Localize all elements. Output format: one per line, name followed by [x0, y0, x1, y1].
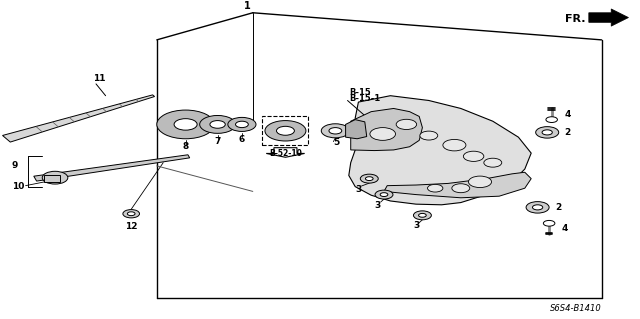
Circle shape — [228, 117, 256, 131]
Circle shape — [542, 130, 552, 135]
Text: 4: 4 — [564, 110, 571, 119]
Text: 3: 3 — [413, 221, 419, 230]
Circle shape — [210, 121, 225, 128]
Text: 8: 8 — [182, 142, 189, 151]
Circle shape — [428, 184, 443, 192]
Circle shape — [546, 117, 557, 122]
Text: B-52-10: B-52-10 — [269, 149, 302, 158]
Circle shape — [157, 110, 214, 139]
Circle shape — [360, 174, 378, 183]
Polygon shape — [384, 172, 531, 198]
Circle shape — [329, 128, 342, 134]
Circle shape — [370, 128, 396, 140]
Circle shape — [380, 193, 388, 197]
Circle shape — [526, 202, 549, 213]
Circle shape — [42, 171, 68, 184]
Polygon shape — [589, 9, 628, 26]
Text: 3: 3 — [374, 201, 381, 210]
Circle shape — [543, 220, 555, 226]
Circle shape — [536, 127, 559, 138]
Polygon shape — [351, 108, 422, 151]
Text: B-15-1: B-15-1 — [349, 94, 380, 103]
Text: 7: 7 — [214, 137, 221, 146]
Circle shape — [276, 126, 294, 135]
Circle shape — [396, 119, 417, 130]
Text: 9: 9 — [12, 161, 18, 170]
Text: 2: 2 — [564, 128, 571, 137]
Circle shape — [413, 211, 431, 220]
Text: 1: 1 — [244, 1, 251, 11]
Circle shape — [236, 121, 248, 128]
Circle shape — [419, 213, 426, 217]
Circle shape — [420, 131, 438, 140]
Circle shape — [532, 205, 543, 210]
Circle shape — [265, 121, 306, 141]
Circle shape — [484, 158, 502, 167]
Circle shape — [321, 124, 349, 138]
Text: 10: 10 — [12, 182, 24, 191]
Text: 11: 11 — [93, 74, 106, 83]
Bar — [262, 116, 308, 145]
Circle shape — [443, 139, 466, 151]
Text: 6: 6 — [239, 135, 245, 144]
Text: 4: 4 — [562, 224, 568, 233]
Circle shape — [174, 119, 197, 130]
Text: 2: 2 — [556, 203, 562, 212]
Polygon shape — [3, 95, 155, 142]
Text: 5: 5 — [333, 138, 340, 147]
Circle shape — [452, 184, 470, 193]
Polygon shape — [349, 96, 531, 205]
Circle shape — [463, 151, 484, 161]
Circle shape — [468, 176, 492, 188]
Polygon shape — [34, 155, 189, 181]
Text: B-15: B-15 — [349, 88, 371, 97]
Polygon shape — [44, 175, 60, 182]
Text: FR.: FR. — [565, 14, 586, 24]
Text: 12: 12 — [125, 222, 138, 231]
Text: S6S4-B1410: S6S4-B1410 — [550, 304, 602, 313]
Circle shape — [123, 210, 140, 218]
Text: 3: 3 — [355, 185, 362, 194]
Circle shape — [365, 177, 373, 181]
Circle shape — [200, 115, 236, 133]
Polygon shape — [346, 120, 367, 139]
Circle shape — [375, 190, 393, 199]
Circle shape — [127, 212, 135, 216]
